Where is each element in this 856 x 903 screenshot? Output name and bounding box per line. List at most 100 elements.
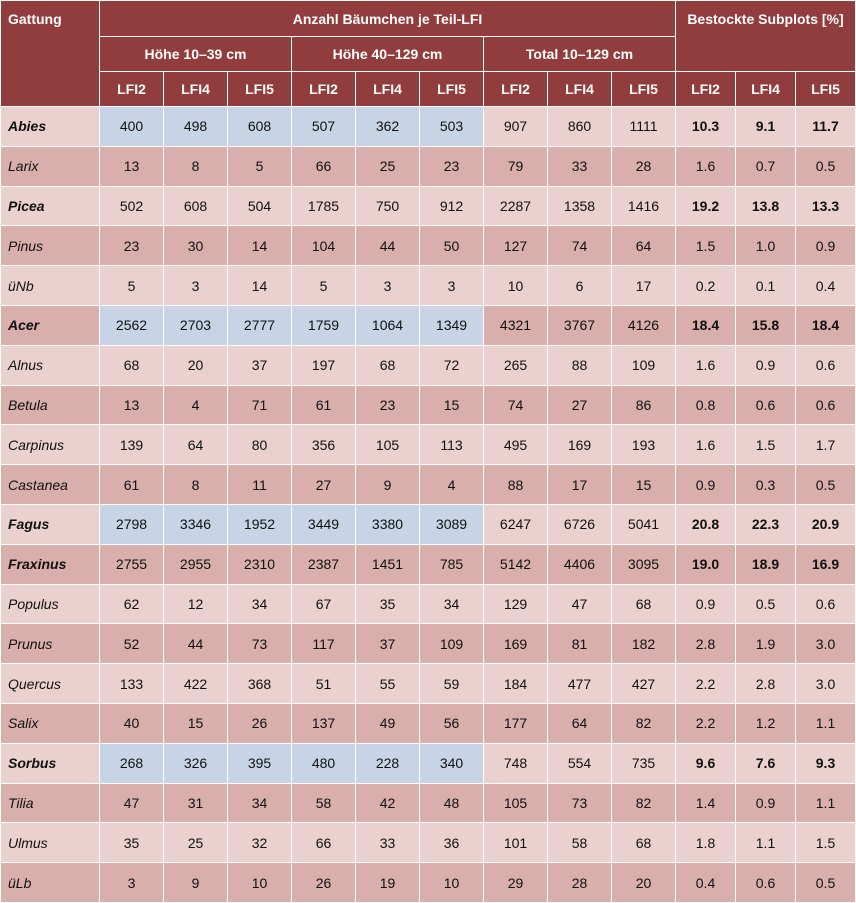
subplot-percent-cell: 0.5	[795, 464, 856, 505]
count-cell: 2287	[483, 185, 548, 227]
subplot-percent-cell: 19.0	[675, 543, 736, 585]
subplot-percent-cell: 0.9	[675, 583, 736, 625]
subplot-percent-cell: 13.3	[795, 185, 856, 227]
header-anzahl: Anzahl Bäumchen je Teil-LFI	[99, 0, 676, 37]
genus-name: üNb	[0, 265, 100, 306]
count-cell: 193	[611, 424, 676, 466]
genus-name: Carpinus	[0, 424, 100, 466]
count-cell: 5041	[611, 503, 676, 545]
count-cell: 504	[227, 185, 292, 227]
count-cell: 86	[611, 384, 676, 426]
count-cell: 73	[547, 782, 612, 824]
count-cell: 182	[611, 623, 676, 665]
subplot-percent-cell: 0.9	[795, 225, 856, 267]
subplot-percent-cell: 0.4	[795, 265, 856, 306]
count-cell: 554	[547, 742, 612, 784]
subplot-percent-cell: 0.6	[735, 862, 796, 903]
subplot-percent-cell: 1.4	[675, 782, 736, 824]
table-row: Prunus 52 44 73 117 37 109 169 81 182 2.8 1.9 3.0	[0, 623, 856, 665]
header-lfi: LFI5	[795, 71, 856, 107]
subplot-percent-cell: 1.6	[675, 145, 736, 187]
subplot-percent-cell: 1.6	[675, 344, 736, 386]
count-cell: 2562	[99, 304, 164, 346]
count-cell: 4	[163, 384, 228, 426]
subplot-percent-cell: 15.8	[735, 304, 796, 346]
header-lfi: LFI2	[291, 71, 356, 107]
count-cell: 3089	[419, 503, 484, 545]
count-cell: 117	[291, 623, 356, 665]
table-row: Acer 2562 2703 2777 1759 1064 1349 4321 3767 4126…	[0, 304, 856, 346]
genus-name: Sorbus	[0, 742, 100, 784]
count-cell: 52	[99, 623, 164, 665]
count-cell: 109	[419, 623, 484, 665]
count-cell: 1064	[355, 304, 420, 346]
count-cell: 2703	[163, 304, 228, 346]
count-cell: 265	[483, 344, 548, 386]
table-body: Abies 400 498 608 507 362 503 907 860 1111 10.3 9.1…	[0, 106, 856, 903]
count-cell: 498	[163, 106, 228, 147]
count-cell: 72	[419, 344, 484, 386]
count-cell: 26	[227, 702, 292, 744]
count-cell: 19	[355, 862, 420, 903]
table-header: Gattung Anzahl Bäumchen je Teil-LFI Best…	[0, 0, 856, 107]
count-cell: 14	[227, 225, 292, 267]
subplot-percent-cell: 16.9	[795, 543, 856, 585]
count-cell: 2387	[291, 543, 356, 585]
count-cell: 50	[419, 225, 484, 267]
count-cell: 79	[483, 145, 548, 187]
count-cell: 495	[483, 424, 548, 466]
table-row: üNb 5 3 14 5 3 3 10 6 17 0.2 0.1 0.4	[0, 265, 856, 306]
subplot-percent-cell: 1.5	[675, 225, 736, 267]
genus-name: Acer	[0, 304, 100, 346]
subplot-percent-cell: 18.4	[795, 304, 856, 346]
subplot-percent-cell: 0.9	[675, 464, 736, 505]
count-cell: 34	[227, 782, 292, 824]
subplot-percent-cell: 18.4	[675, 304, 736, 346]
subplot-percent-cell: 7.6	[735, 742, 796, 784]
count-cell: 912	[419, 185, 484, 227]
table-row: Fraxinus 2755 2955 2310 2387 1451 785 5142 4406 3…	[0, 543, 856, 585]
count-cell: 748	[483, 742, 548, 784]
subplot-percent-cell: 11.7	[795, 106, 856, 147]
genus-name: Picea	[0, 185, 100, 227]
subplot-percent-cell: 20.9	[795, 503, 856, 545]
count-cell: 3095	[611, 543, 676, 585]
table-row: Castanea 61 8 11 27 9 4 88 17 15 0.9 0.3 0.5	[0, 464, 856, 505]
count-cell: 74	[483, 384, 548, 426]
count-cell: 477	[547, 663, 612, 704]
table-row: Betula 13 4 71 61 23 15 74 27 86 0.8 0.6 0.6	[0, 384, 856, 426]
count-cell: 88	[547, 344, 612, 386]
subplot-percent-cell: 1.1	[795, 702, 856, 744]
count-cell: 64	[547, 702, 612, 744]
count-cell: 58	[547, 822, 612, 864]
count-cell: 2755	[99, 543, 164, 585]
subplot-percent-cell: 0.5	[795, 862, 856, 903]
subplot-percent-cell: 0.6	[735, 384, 796, 426]
subplot-percent-cell: 0.3	[735, 464, 796, 505]
count-cell: 860	[547, 106, 612, 147]
subplot-percent-cell: 19.2	[675, 185, 736, 227]
count-cell: 15	[419, 384, 484, 426]
subplot-percent-cell: 0.2	[675, 265, 736, 306]
subplot-percent-cell: 0.8	[675, 384, 736, 426]
count-cell: 27	[547, 384, 612, 426]
count-cell: 64	[611, 225, 676, 267]
subplot-percent-cell: 0.9	[735, 344, 796, 386]
subplot-percent-cell: 9.6	[675, 742, 736, 784]
genus-name: üLb	[0, 862, 100, 903]
header-lfi: LFI4	[735, 71, 796, 107]
count-cell: 73	[227, 623, 292, 665]
header-group-hoehe-10-39: Höhe 10–39 cm	[99, 36, 292, 72]
count-cell: 5	[99, 265, 164, 306]
count-cell: 340	[419, 742, 484, 784]
count-cell: 1111	[611, 106, 676, 147]
count-cell: 2777	[227, 304, 292, 346]
genus-name: Tilia	[0, 782, 100, 824]
subplot-percent-cell: 2.2	[675, 663, 736, 704]
subplot-percent-cell: 2.8	[675, 623, 736, 665]
count-cell: 42	[355, 782, 420, 824]
count-cell: 34	[419, 583, 484, 625]
count-cell: 507	[291, 106, 356, 147]
table-row: Alnus 68 20 37 197 68 72 265 88 109 1.6 0.9 0.6	[0, 344, 856, 386]
